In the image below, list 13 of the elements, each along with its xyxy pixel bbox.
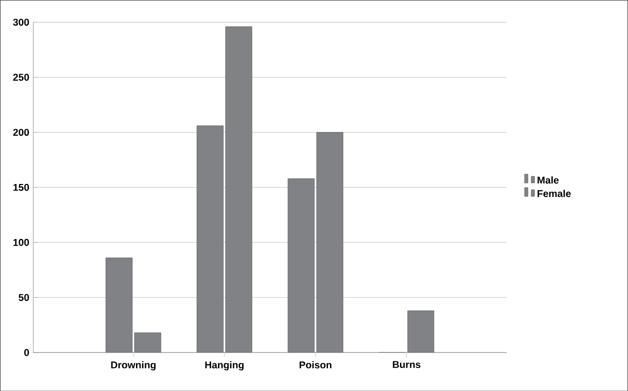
y-tick-label: 250 (13, 74, 29, 81)
x-tick-label: Hanging (205, 360, 244, 370)
x-tick-label: Burns (392, 360, 420, 368)
y-tick-label: 300 (13, 18, 29, 26)
legend-label: Female (538, 190, 571, 197)
legend-label: Male (538, 176, 559, 184)
x-tick-label: Poison (300, 360, 332, 368)
x-tick-label: Drowning (111, 360, 156, 370)
y-tick-label: 150 (13, 184, 29, 191)
y-tick-label: 100 (13, 238, 29, 246)
y-tick-label: 0 (24, 348, 29, 356)
y-tick-label: 200 (13, 128, 29, 136)
y-tick-label: 50 (18, 294, 29, 301)
